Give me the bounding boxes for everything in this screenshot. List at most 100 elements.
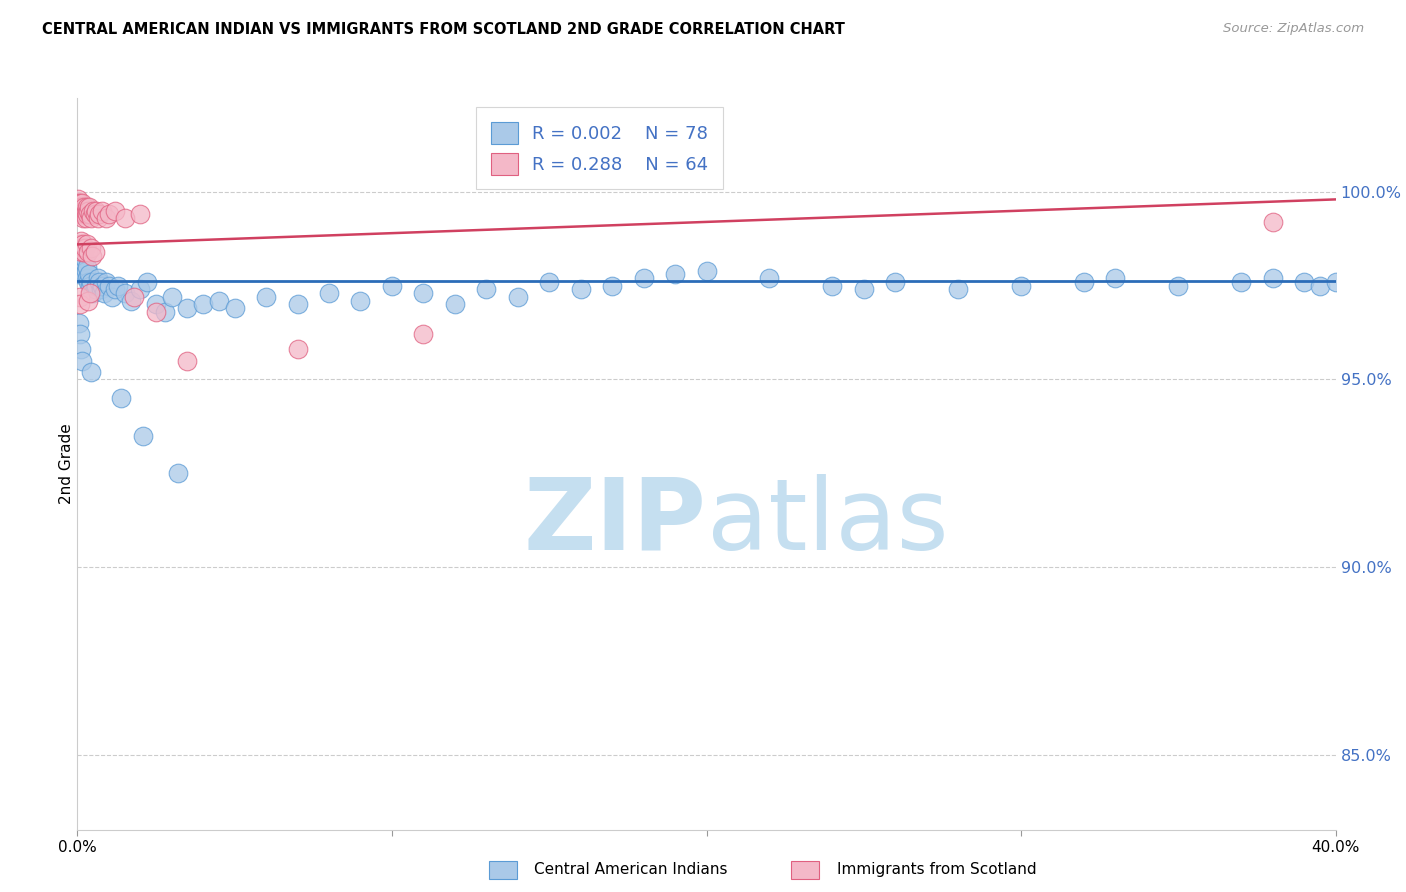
Point xyxy=(67,207,90,221)
Point xyxy=(77,293,100,308)
Point xyxy=(884,275,907,289)
Point xyxy=(70,249,93,263)
Text: Immigrants from Scotland: Immigrants from Scotland xyxy=(837,862,1036,877)
Point xyxy=(145,297,167,311)
Point xyxy=(129,282,152,296)
Point xyxy=(72,211,94,226)
Point xyxy=(89,207,111,221)
Point xyxy=(79,200,101,214)
Point xyxy=(82,286,104,301)
Point xyxy=(83,244,105,259)
Point xyxy=(107,278,129,293)
Point xyxy=(73,268,96,282)
Point xyxy=(1261,271,1284,285)
Point xyxy=(160,290,183,304)
Point xyxy=(72,207,94,221)
Point xyxy=(75,203,97,218)
Point xyxy=(132,428,155,442)
Point xyxy=(76,207,98,221)
Point xyxy=(110,391,132,405)
Point xyxy=(79,268,101,282)
Point xyxy=(633,271,655,285)
Point xyxy=(569,282,592,296)
Text: Source: ZipAtlas.com: Source: ZipAtlas.com xyxy=(1223,22,1364,36)
Point xyxy=(69,203,91,218)
Point xyxy=(69,297,91,311)
Point xyxy=(67,203,90,218)
Point xyxy=(176,353,198,368)
Point xyxy=(69,200,91,214)
Point xyxy=(412,327,434,342)
Point xyxy=(90,282,112,296)
Point xyxy=(114,286,136,301)
Point xyxy=(94,275,117,289)
Point xyxy=(318,286,340,301)
Point xyxy=(1230,275,1253,289)
Point xyxy=(696,263,718,277)
Point xyxy=(821,278,844,293)
Point xyxy=(70,252,93,267)
Point xyxy=(1104,271,1126,285)
Point xyxy=(76,200,98,214)
Point xyxy=(70,196,93,211)
Point xyxy=(91,278,114,293)
Point xyxy=(72,203,94,218)
Point xyxy=(67,268,90,282)
Point xyxy=(70,200,93,214)
Point xyxy=(84,278,107,293)
Point xyxy=(97,207,120,221)
Text: atlas: atlas xyxy=(707,474,948,571)
Bar xyxy=(489,862,517,880)
Point xyxy=(69,256,91,270)
Point xyxy=(82,249,104,263)
Point xyxy=(76,260,98,274)
Point xyxy=(80,275,103,289)
Text: CENTRAL AMERICAN INDIAN VS IMMIGRANTS FROM SCOTLAND 2ND GRADE CORRELATION CHART: CENTRAL AMERICAN INDIAN VS IMMIGRANTS FR… xyxy=(42,22,845,37)
Point xyxy=(80,211,103,226)
Point xyxy=(76,237,98,252)
Point xyxy=(69,327,91,342)
Text: ZIP: ZIP xyxy=(523,474,707,571)
Point xyxy=(1309,278,1331,293)
Point xyxy=(73,207,96,221)
Point xyxy=(1010,278,1032,293)
Point xyxy=(506,290,529,304)
Point xyxy=(67,200,90,214)
Point xyxy=(94,211,117,226)
Point xyxy=(1324,275,1347,289)
Y-axis label: 2nd Grade: 2nd Grade xyxy=(59,424,73,504)
Point xyxy=(176,301,198,315)
Point xyxy=(87,211,110,226)
Point xyxy=(444,297,467,311)
Point xyxy=(254,290,277,304)
Point xyxy=(69,290,91,304)
Point xyxy=(1261,215,1284,229)
Point xyxy=(77,203,100,218)
Point xyxy=(70,244,93,259)
Point xyxy=(70,207,93,221)
Point xyxy=(349,293,371,308)
Point xyxy=(66,193,89,207)
Point xyxy=(208,293,231,308)
Point xyxy=(77,275,100,289)
Point xyxy=(122,290,145,304)
Point xyxy=(84,203,107,218)
Point xyxy=(69,343,91,357)
Point xyxy=(72,203,94,218)
Point xyxy=(381,278,404,293)
Bar xyxy=(792,862,820,880)
Point xyxy=(72,241,94,255)
Point xyxy=(83,207,105,221)
Point xyxy=(72,263,94,277)
Point xyxy=(412,286,434,301)
Point xyxy=(69,241,91,255)
Point xyxy=(83,282,105,296)
Point xyxy=(120,293,142,308)
Point xyxy=(73,244,96,259)
Point xyxy=(73,200,96,214)
Point xyxy=(69,203,91,218)
Point xyxy=(70,203,93,218)
Point xyxy=(600,278,623,293)
Point xyxy=(948,282,970,296)
Point xyxy=(104,282,127,296)
